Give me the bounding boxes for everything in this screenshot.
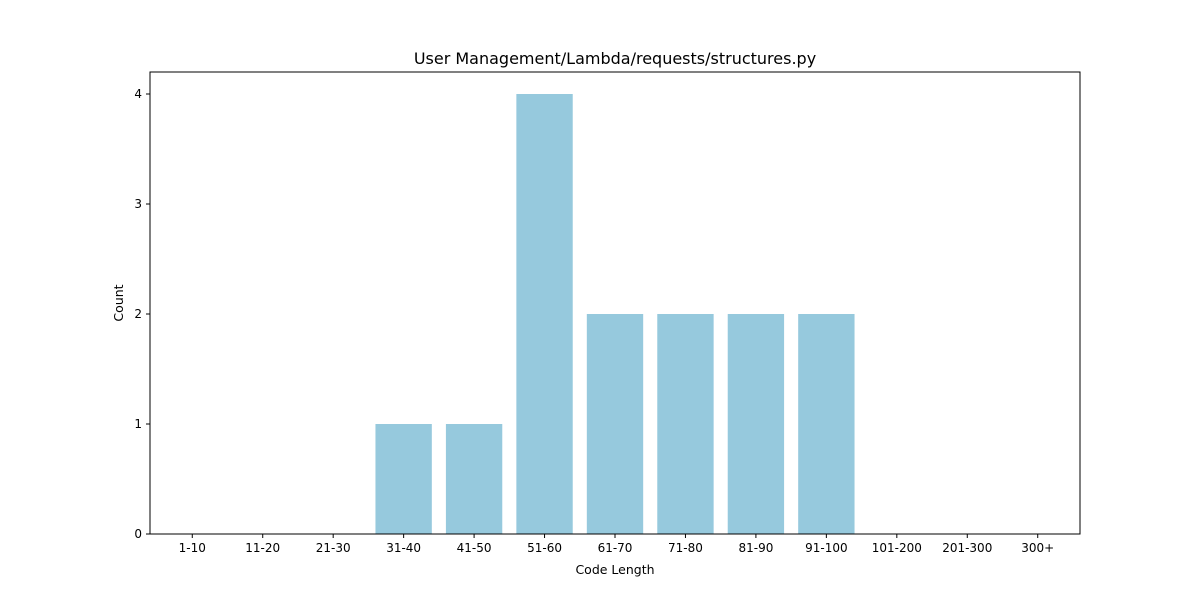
x-tick-label: 101-200: [872, 541, 922, 555]
bar-81-90: [727, 314, 785, 534]
y-axis-ticks: 0 1 2 3 4: [134, 87, 150, 541]
chart-title: User Management/Lambda/requests/structur…: [414, 49, 816, 68]
x-axis-ticks: 1-10 11-20 21-30 31-40 41-50 51-60 61-70 71-80 8…: [179, 534, 1054, 555]
y-axis-label: Count: [111, 284, 126, 321]
x-tick-label: 51-60: [527, 541, 562, 555]
bar-41-50: [445, 424, 503, 534]
y-tick-label: 2: [134, 307, 142, 321]
x-tick-label: 11-20: [245, 541, 280, 555]
x-tick-label: 21-30: [316, 541, 351, 555]
bar-71-80: [657, 314, 714, 534]
bar-61-70: [586, 314, 644, 534]
y-tick-label: 1: [134, 417, 142, 431]
bars-group: [375, 94, 855, 534]
x-axis-label: Code Length: [575, 562, 654, 577]
x-tick-label: 41-50: [457, 541, 492, 555]
x-tick-label: 1-10: [179, 541, 206, 555]
x-tick-label: 31-40: [386, 541, 421, 555]
y-tick-label: 0: [134, 527, 142, 541]
x-tick-label: 81-90: [738, 541, 773, 555]
y-tick-label: 4: [134, 87, 142, 101]
bar-31-40: [375, 424, 432, 534]
x-tick-label: 300+: [1021, 541, 1054, 555]
bar-51-60: [516, 94, 573, 534]
x-tick-label: 71-80: [668, 541, 703, 555]
x-tick-label: 201-300: [942, 541, 992, 555]
bar-91-100: [798, 314, 855, 534]
x-tick-label: 61-70: [598, 541, 633, 555]
y-tick-label: 3: [134, 197, 142, 211]
x-tick-label: 91-100: [805, 541, 848, 555]
